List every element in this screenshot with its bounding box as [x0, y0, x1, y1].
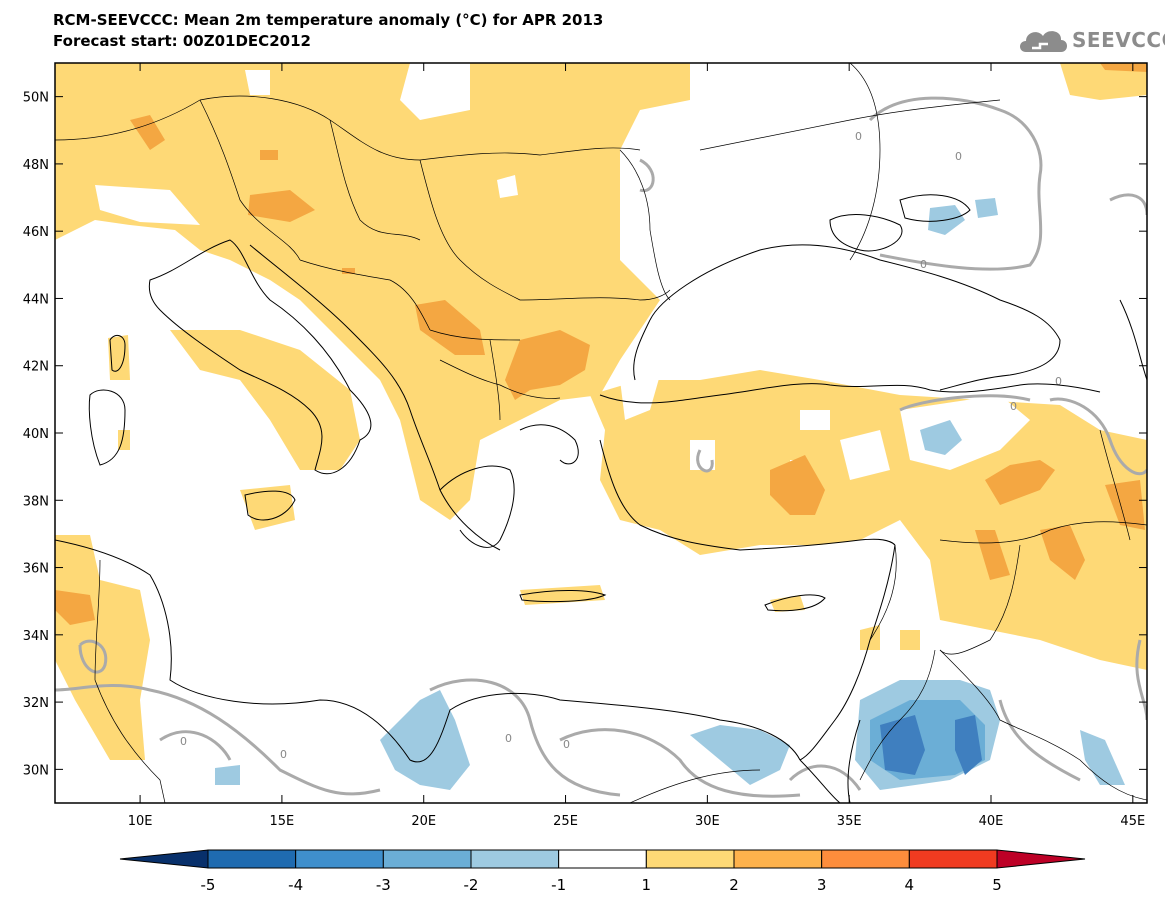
lat-tick-label: 40N	[23, 427, 49, 442]
lon-tick-label: 10E	[128, 814, 153, 829]
lat-tick-label: 34N	[23, 629, 49, 644]
colorbar-high-extension	[996, 849, 1086, 869]
colorbar-box	[558, 849, 647, 869]
seevccc-logo: SEEVCCC	[1016, 22, 1165, 58]
zero-contour-label: 0	[280, 748, 287, 761]
colorbar-box	[382, 849, 472, 869]
logo-text: SEEVCCC	[1072, 28, 1165, 52]
zero-contours	[55, 96, 1147, 798]
colorbar-box	[295, 849, 384, 869]
lat-tick-label: 32N	[23, 696, 49, 711]
colorbar-box	[733, 849, 823, 869]
lon-tick-label: 30E	[695, 814, 720, 829]
map-title: RCM-SEEVCCC: Mean 2m temperature anomaly…	[53, 11, 604, 29]
lon-tick-label: 20E	[411, 814, 436, 829]
colorbar-label: -2	[464, 876, 479, 894]
zero-contour-label: 0	[1055, 375, 1062, 388]
zero-contour-label: 0	[955, 150, 962, 163]
colorbar-label: 3	[817, 876, 827, 894]
lat-tick-label: 46N	[23, 225, 49, 240]
lat-tick-label: 30N	[23, 763, 49, 778]
colorbar-box	[821, 849, 910, 869]
colorbar-box	[207, 849, 297, 869]
cloud-icon	[1020, 31, 1067, 52]
lon-tick-label: 25E	[553, 814, 578, 829]
country-borders	[55, 63, 1147, 803]
zero-contour-label: 0	[1010, 400, 1017, 413]
lat-tick-label: 38N	[23, 494, 49, 509]
anomaly-2to3-regions	[55, 63, 1147, 625]
colorbar: -5 -4 -3 -2 -1 1 2 3 4 5	[119, 849, 1086, 894]
zero-contour-labels: 0 0 0 0 0 0 0 0 0	[180, 130, 1062, 761]
colorbar-label: 5	[992, 876, 1002, 894]
coastlines	[55, 194, 1147, 803]
colorbar-low-extension	[119, 849, 209, 869]
lon-tick-label: 40E	[979, 814, 1004, 829]
lon-tick-label: 15E	[270, 814, 295, 829]
lat-tick-label: 50N	[23, 91, 49, 106]
lon-tick-label: 35E	[837, 814, 862, 829]
zero-contour-label: 0	[855, 130, 862, 143]
colorbar-box	[908, 849, 998, 869]
zero-contour-label: 0	[505, 732, 512, 745]
zero-contour-label: 0	[563, 738, 570, 751]
colorbar-box	[645, 849, 735, 869]
colorbar-label: -4	[288, 876, 303, 894]
colorbar-label: -1	[551, 876, 566, 894]
colorbar-box	[470, 849, 560, 869]
zero-contour-label: 0	[180, 735, 187, 748]
colorbar-label: -5	[201, 876, 216, 894]
lon-tick-label: 45E	[1120, 814, 1145, 829]
colorbar-label: 2	[729, 876, 739, 894]
colorbar-label: -3	[376, 876, 391, 894]
lat-tick-label: 44N	[23, 292, 49, 307]
lat-tick-label: 36N	[23, 562, 49, 577]
map-subtitle: Forecast start: 00Z01DEC2012	[53, 32, 311, 50]
anomaly-fields: 0 0 0 0 0 0 0 0 0	[55, 63, 1147, 803]
colorbar-label: 4	[905, 876, 915, 894]
colorbar-label: 1	[642, 876, 652, 894]
zero-contour-label: 0	[920, 258, 927, 271]
latitude-axis: 50N 48N 46N 44N 42N 40N 38N 36N 34N 32N 30N	[23, 91, 1147, 778]
lat-tick-label: 48N	[23, 158, 49, 173]
longitude-axis: 10E 15E 20E 25E 30E 35E 40E 45E	[128, 63, 1145, 829]
lat-tick-label: 42N	[23, 360, 49, 375]
